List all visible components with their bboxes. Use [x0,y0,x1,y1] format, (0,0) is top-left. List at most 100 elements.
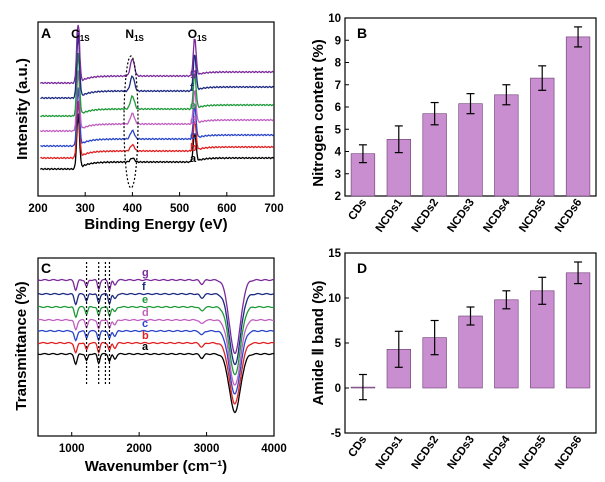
panel-b-bar-NCDs4 [494,94,519,197]
panel-a-curve-label-b: b [190,142,197,154]
panel-b-y-tick-label-0: 2 [335,191,341,203]
panel-c-curve-c [37,329,275,395]
panel-b-x-label-NCDs5: NCDs5 [517,196,549,234]
panel-a-peak-label-1: N1S [125,27,144,43]
panel-c-curves [37,278,275,414]
panel-d-x-label-NCDs1: NCDs1 [374,433,406,471]
panel-b-bar-NCDs6 [565,36,591,197]
panel-a-frame [37,21,275,197]
panel-b-y-tick-label-5: 7 [335,80,341,92]
panel-a-x-tick-label-1: 300 [76,203,95,215]
panel-b-bar-NCDs3 [458,103,483,197]
panel-c-curve-e [37,305,275,376]
panel-b-x-label-CDs: CDs [346,197,369,223]
panel-c-x-tick-label-3: 4000 [261,443,287,455]
panel-d-x-label-NCDs3: NCDs3 [445,434,476,472]
panel-b-y-ticks: 2 3 4 5 6 7 8 9 10 [328,13,349,203]
panel-d-x-label-NCDs6: NCDs6 [553,434,584,472]
panel-b-y-tick-label-7: 9 [335,35,341,47]
panel-a-curve-label-d: d [190,115,197,127]
panel-a-y-axis-title: Intensity (a.u.) [14,58,31,160]
panel-d-letter: D [357,260,367,276]
panel-d-bar-NCDs3 [458,315,483,389]
panel-d-y-tick-label-1: 0 [335,383,341,395]
panel-c-y-axis-title: Transmittance (%) [13,281,30,410]
panel-c-frame [37,257,275,437]
panel-a-peak-label-2: O1S [188,27,208,43]
panel-a-x-tick-label-5: 700 [264,203,283,215]
panel-d-y-axis-title: Amide Ⅱ band (%) [310,281,327,406]
panel-c-curve-a [37,352,275,414]
panel-b-y-tick-label-1: 3 [335,169,341,181]
panel-a-curve-label-c: c [190,130,196,142]
panel-a-curve-label-f: f [190,82,194,94]
panel-a-x-tick-label-3: 500 [170,203,189,215]
panel-d-bar-NCDs5 [530,290,555,389]
panel-c-curve-label-e: e [142,294,148,306]
panel-c-x-tick-label-2: 3000 [194,443,220,455]
panel-d-y-ticks: -5 0 5 10 15 [328,248,349,440]
panel-b-x-label-NCDs6: NCDs6 [553,197,584,235]
panel-b-y-tick-label-2: 4 [335,147,342,159]
panel-a-peak-labels: C1S N1S O1S [71,27,207,43]
panel-d-y-tick-label-3: 10 [328,293,341,305]
panel-d-x-label-NCDs2: NCDs2 [410,434,441,472]
panel-a-x-tick-label-0: 200 [28,203,47,215]
panel-d-x-label-NCDs5: NCDs5 [517,433,549,471]
panel-a-curve-g [39,24,274,85]
panel-b-y-tick-label-8: 10 [328,13,341,25]
panel-a-letter: A [41,25,51,41]
panel-b-letter: B [357,25,367,41]
panel-a-n1s-dotted-ellipse [123,55,139,189]
panel-b-x-labels: CDs NCDs1 NCDs2 NCDs3 NCDs4 NCDs5 NCDs6 [346,196,584,234]
panel-c-curve-label-g: g [142,267,149,279]
panel-c-curve-label-f: f [142,281,146,293]
panel-c-curve-label-d: d [142,307,149,319]
panel-b-y-axis-title: Nitrogen content (%) [310,39,327,187]
panel-b-x-label-NCDs1: NCDs1 [374,196,406,234]
panel-b-y-tick-label-4: 6 [335,102,341,114]
panel-b-y-tick-label-3: 5 [335,124,342,136]
panel-c-curve-f [37,292,275,366]
panel-a-curve-label-g: g [190,67,197,79]
panel-d-bar-NCDs4 [494,299,519,389]
panel-c-x-tick-label-0: 1000 [59,443,85,455]
panel-a-curve-label-a: a [190,153,197,165]
panel-c-x-axis-title: Wavenumber (cm⁻¹) [85,458,227,475]
panel-a-x-tick-label-4: 600 [217,203,236,215]
panel-b-bars [350,26,591,197]
panel-d-x-label-NCDs4: NCDs4 [481,433,513,471]
panel-d-y-tick-label-0: -5 [331,428,342,440]
panel-d-y-tick-label-4: 15 [328,248,341,260]
panel-d-x-label-CDs: CDs [346,434,369,460]
panel-b-bar-NCDs5 [530,77,555,197]
panel-a-x-tick-label-2: 400 [123,203,142,215]
panel-c-curve-label-a: a [142,341,149,353]
panel-d-bar-NCDs6 [565,272,591,389]
panel-c-letter: C [41,260,51,276]
panel-b-y-tick-label-6: 8 [335,58,342,70]
panel-d-amide-bar-chart: D -5 0 5 10 15 CDs NCDs1 NCDs2 NCDs3 NCDs4 NCDs5 N… [310,248,597,472]
panel-c-x-ticks: 1000 2000 3000 4000 [59,432,287,455]
panel-d-y-tick-label-2: 5 [335,338,342,350]
panel-b-x-label-NCDs3: NCDs3 [445,197,476,235]
panel-a-x-axis-title: Binding Energy (eV) [84,216,227,233]
panel-a-curves [39,24,274,171]
panel-c-curve-label-b: b [142,330,149,342]
panel-b-x-label-NCDs4: NCDs4 [481,196,513,234]
panel-a-x-ticks: 200 300 400 500 600 700 [28,192,284,215]
panel-a-curve-label-e: e [190,100,196,112]
panel-d-x-labels: CDs NCDs1 NCDs2 NCDs3 NCDs4 NCDs5 NCDs6 [346,433,584,471]
panel-c-curve-d [37,318,274,386]
panel-c-x-tick-label-1: 2000 [126,443,152,455]
panel-b-bar-NCDs2 [422,113,447,197]
panel-b-x-label-NCDs2: NCDs2 [410,197,441,235]
panel-d-bars [350,261,591,401]
panel-c-marked-bands [85,262,111,384]
